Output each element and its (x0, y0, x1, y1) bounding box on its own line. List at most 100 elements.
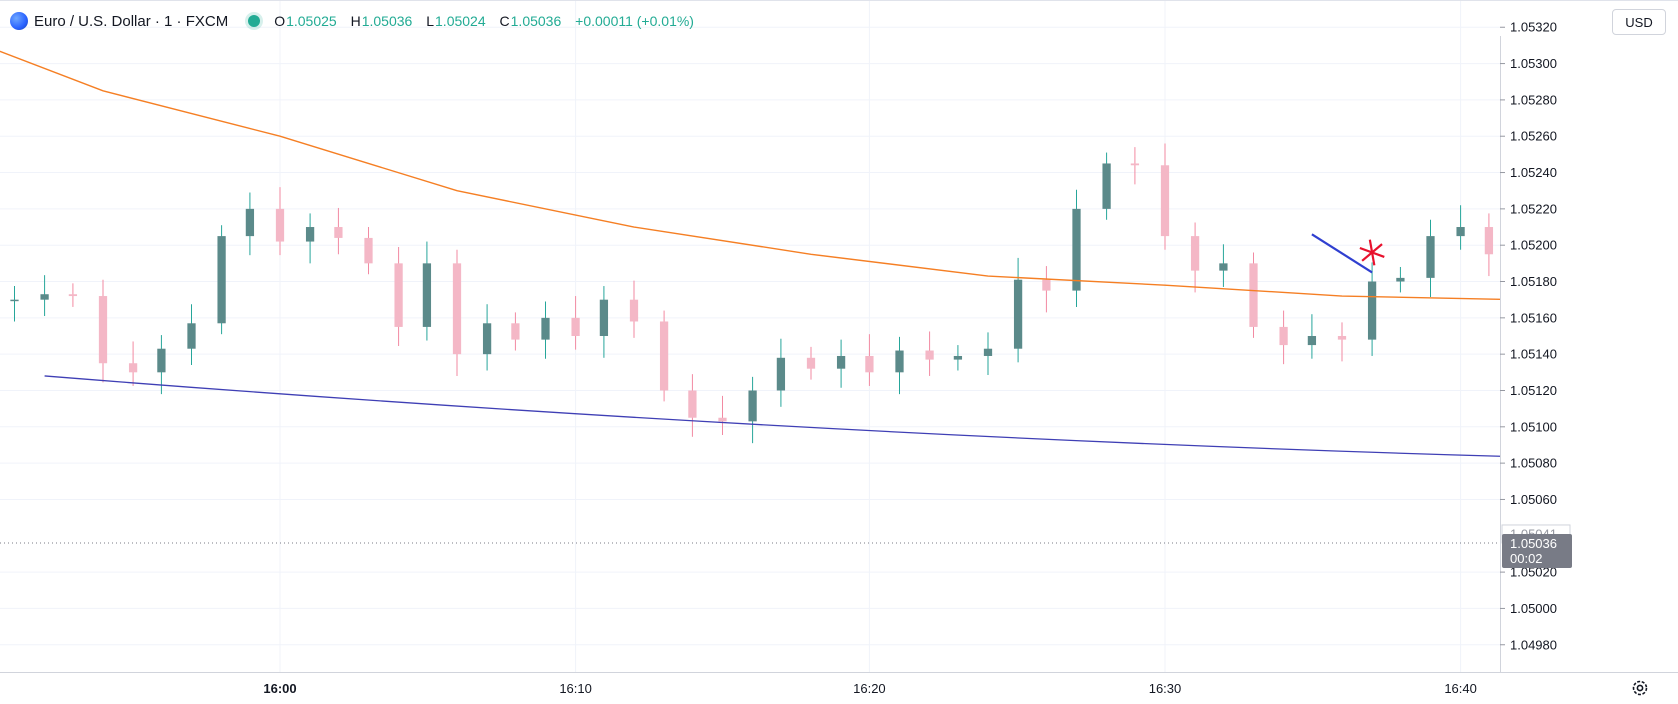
price-tick-label: 1.05120 (1510, 383, 1557, 398)
close-value: 1.05036 (510, 13, 562, 29)
candle-body (599, 299, 609, 336)
candle-body (718, 417, 727, 422)
candle (1072, 189, 1081, 307)
price-tick-label: 1.05020 (1510, 565, 1557, 580)
candle-body (364, 237, 373, 264)
candle-body (806, 357, 816, 369)
candle-body (245, 208, 255, 237)
candle-body (1456, 227, 1465, 237)
low-value: 1.05024 (435, 13, 486, 29)
candle (1307, 314, 1317, 359)
candles (10, 143, 1494, 444)
price-tick-label: 1.05000 (1510, 601, 1557, 616)
candle-body (1190, 236, 1200, 271)
candle (275, 187, 285, 256)
candle (128, 341, 138, 386)
ohlc-values: O1.05025 H1.05036 L1.05024 C1.05036 +0.0… (274, 13, 695, 29)
grid (0, 0, 1500, 672)
candle (1426, 219, 1435, 297)
candle (511, 312, 520, 351)
candle-body (40, 294, 49, 300)
candle (1160, 143, 1170, 250)
price-tick-label: 1.05160 (1510, 310, 1557, 325)
plot-area (0, 0, 1500, 672)
time-tick-label: 16:00 (263, 681, 296, 696)
price-tick-label: 1.05240 (1510, 165, 1557, 180)
candle (865, 334, 874, 386)
candle-body (1130, 163, 1140, 166)
candle (1042, 266, 1051, 313)
candle (10, 286, 19, 322)
candle (659, 310, 669, 402)
candle-body (659, 321, 669, 391)
gear-icon (1632, 680, 1648, 696)
candle-body (10, 299, 19, 302)
high-label: H (350, 13, 361, 29)
trend-line-drawing (1311, 233, 1373, 274)
chart-legend: Euro / U.S. Dollar · 1 · FXCM O1.05025 H… (10, 10, 695, 32)
candle-body (925, 350, 934, 360)
candle (806, 346, 816, 380)
candle-body (217, 236, 226, 324)
candle-body (1279, 326, 1288, 346)
candle-body (482, 323, 492, 355)
high-value: 1.05036 (361, 13, 413, 29)
candle-body (1396, 277, 1405, 282)
candle-body (983, 348, 993, 356)
candle-body (157, 348, 166, 373)
candle (953, 345, 963, 371)
candle (895, 336, 904, 395)
candle-body (895, 350, 904, 373)
candle (217, 225, 226, 335)
time-axis: 16:00 16:10 16:20 16:30 16:40 (0, 672, 1678, 704)
price-tick-label: 1.04980 (1510, 637, 1557, 652)
candle (925, 331, 934, 376)
price-axis-bg (1500, 0, 1678, 704)
moving-average-line (0, 50, 1500, 300)
market-status-dot-icon[interactable] (248, 15, 261, 27)
candle (776, 338, 786, 407)
candle (983, 332, 993, 376)
open-label: O (274, 13, 286, 29)
candle-body (1484, 227, 1494, 255)
currency-button[interactable]: USD (1612, 9, 1666, 35)
time-tick-label: 16:30 (1149, 681, 1182, 696)
star-stroke (1361, 243, 1383, 262)
candle (1279, 310, 1288, 365)
candle-body (422, 263, 432, 327)
time-tick-label: 16:20 (853, 681, 886, 696)
time-tick-label: 16:40 (1444, 681, 1477, 696)
candle (1190, 222, 1200, 293)
price-tick-label: 1.05180 (1510, 274, 1557, 289)
price-tick-label: 1.05320 (1510, 20, 1557, 35)
candle-body (1426, 236, 1435, 278)
candle (68, 283, 78, 307)
change-value: +0.00011 (+0.01%) (575, 13, 694, 29)
candle-body (1042, 279, 1051, 291)
candle (1219, 244, 1228, 287)
candle (482, 304, 492, 371)
candle (571, 296, 580, 350)
candle (1367, 262, 1377, 356)
candle-body (571, 317, 580, 336)
candle-body (98, 296, 108, 364)
candle-body (836, 355, 846, 369)
candle-body (953, 355, 963, 360)
candle (422, 241, 432, 341)
candle-body (305, 227, 315, 242)
arc-drawing (44, 375, 1500, 457)
candle (98, 279, 108, 383)
chart-settings-button[interactable] (1628, 676, 1652, 700)
candle-body (688, 390, 697, 418)
candle (394, 247, 403, 346)
candle (245, 192, 255, 256)
candle-body (1367, 281, 1377, 340)
candle-body (1102, 163, 1111, 209)
symbol-title[interactable]: Euro / U.S. Dollar · 1 · FXCM (34, 12, 229, 30)
candle (1102, 152, 1111, 220)
price-tick-label: 1.05100 (1510, 419, 1557, 434)
candle (748, 376, 757, 444)
last-price-tag (1502, 534, 1572, 569)
candle-body (1072, 208, 1081, 291)
